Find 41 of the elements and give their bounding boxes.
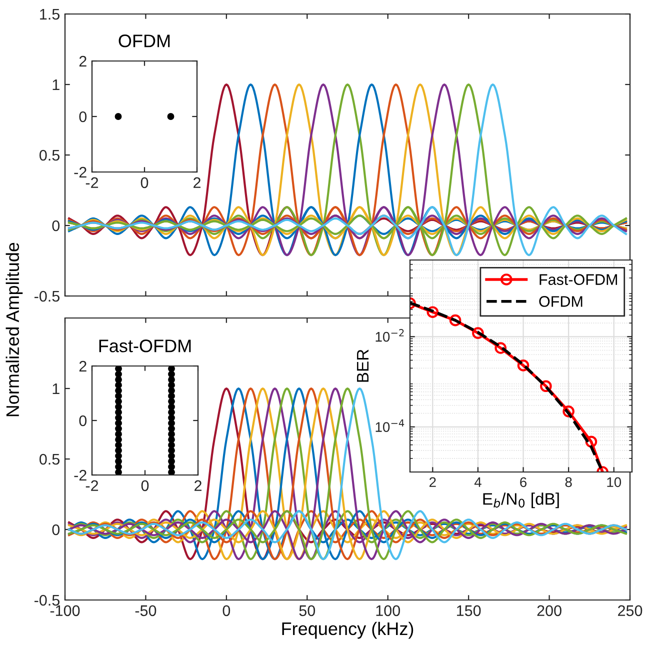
x-tick-label: 6	[520, 477, 527, 488]
y-tick-label: 0	[79, 415, 87, 426]
y-tick-label: 0	[52, 524, 60, 536]
x-tick-label: -50	[135, 605, 156, 616]
y-tick-label: 1	[52, 384, 60, 394]
chart-title: Fast-OFDM	[99, 340, 191, 352]
x-tick-label: 2	[194, 177, 200, 188]
x-axis-title: E$_{b}$/N$_{0}$ [dB]	[483, 492, 559, 508]
x-tick-label: 0	[141, 480, 149, 492]
x-tick-label: 150	[456, 605, 481, 616]
y-tick-label: 1	[52, 80, 60, 90]
x-tick-label: 0	[222, 605, 230, 616]
y-tick-label: 1.5	[40, 9, 60, 20]
x-axis-title: Frequency (kHz)	[282, 622, 414, 639]
y-tick-label: 10$^{−4}$	[376, 419, 404, 432]
y-tick-label: -0.5	[34, 594, 60, 606]
legend-label: Fast-OFDM	[540, 274, 617, 285]
x-tick-label: 8	[565, 477, 572, 488]
y-tick-label: -0.5	[34, 290, 60, 302]
y-tick-label: 0.5	[40, 150, 60, 161]
y-tick-label: -2	[74, 166, 86, 178]
x-tick-label: 0	[140, 177, 148, 188]
chart-title: OFDM	[118, 34, 170, 48]
x-tick-label: -100	[50, 605, 80, 616]
x-tick-label: 2	[194, 480, 202, 491]
y-tick-label: 10$^{−2}$	[376, 329, 404, 342]
x-tick-label: 200	[537, 605, 562, 616]
x-tick-label: 4	[474, 477, 482, 487]
x-tick-label: 2	[429, 477, 436, 487]
x-tick-label: 50	[299, 605, 316, 616]
y-tick-label: 0	[79, 111, 87, 122]
y-tick-label: 0.5	[40, 454, 60, 465]
x-tick-label: 100	[376, 605, 400, 616]
y-tick-label: 2	[79, 56, 86, 67]
y-axis-title: Normalized Amplitude	[6, 242, 23, 416]
x-tick-label: 10	[607, 477, 622, 488]
x-tick-label: 250	[618, 605, 642, 616]
y-axis-title: BER	[357, 350, 368, 382]
y-tick-label: 2	[79, 360, 86, 372]
legend-label: OFDM	[539, 296, 582, 307]
y-tick-label: 0	[52, 220, 60, 232]
